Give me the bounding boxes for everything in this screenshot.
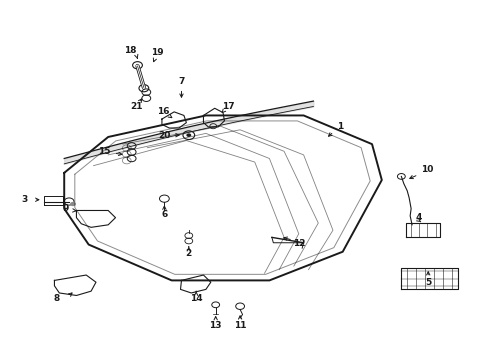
Text: 15: 15 <box>98 147 111 156</box>
Text: 13: 13 <box>209 321 222 330</box>
Text: 16: 16 <box>157 107 170 116</box>
Text: 8: 8 <box>54 294 60 303</box>
Text: 19: 19 <box>151 48 163 57</box>
Text: 17: 17 <box>221 102 234 111</box>
Circle shape <box>70 202 76 206</box>
Text: 10: 10 <box>420 165 433 174</box>
Text: 5: 5 <box>425 278 431 287</box>
Circle shape <box>186 134 191 137</box>
Text: 7: 7 <box>178 77 185 86</box>
Text: 6: 6 <box>161 210 168 219</box>
Text: 9: 9 <box>63 204 69 213</box>
Text: 11: 11 <box>234 321 246 330</box>
Text: 20: 20 <box>158 131 171 140</box>
Text: 4: 4 <box>415 213 421 222</box>
Text: 18: 18 <box>124 46 136 55</box>
Text: 2: 2 <box>186 249 192 258</box>
Text: 3: 3 <box>21 195 27 204</box>
Text: 12: 12 <box>294 239 306 248</box>
Text: 21: 21 <box>130 102 142 111</box>
Text: 1: 1 <box>337 122 343 131</box>
Text: 14: 14 <box>190 294 202 303</box>
